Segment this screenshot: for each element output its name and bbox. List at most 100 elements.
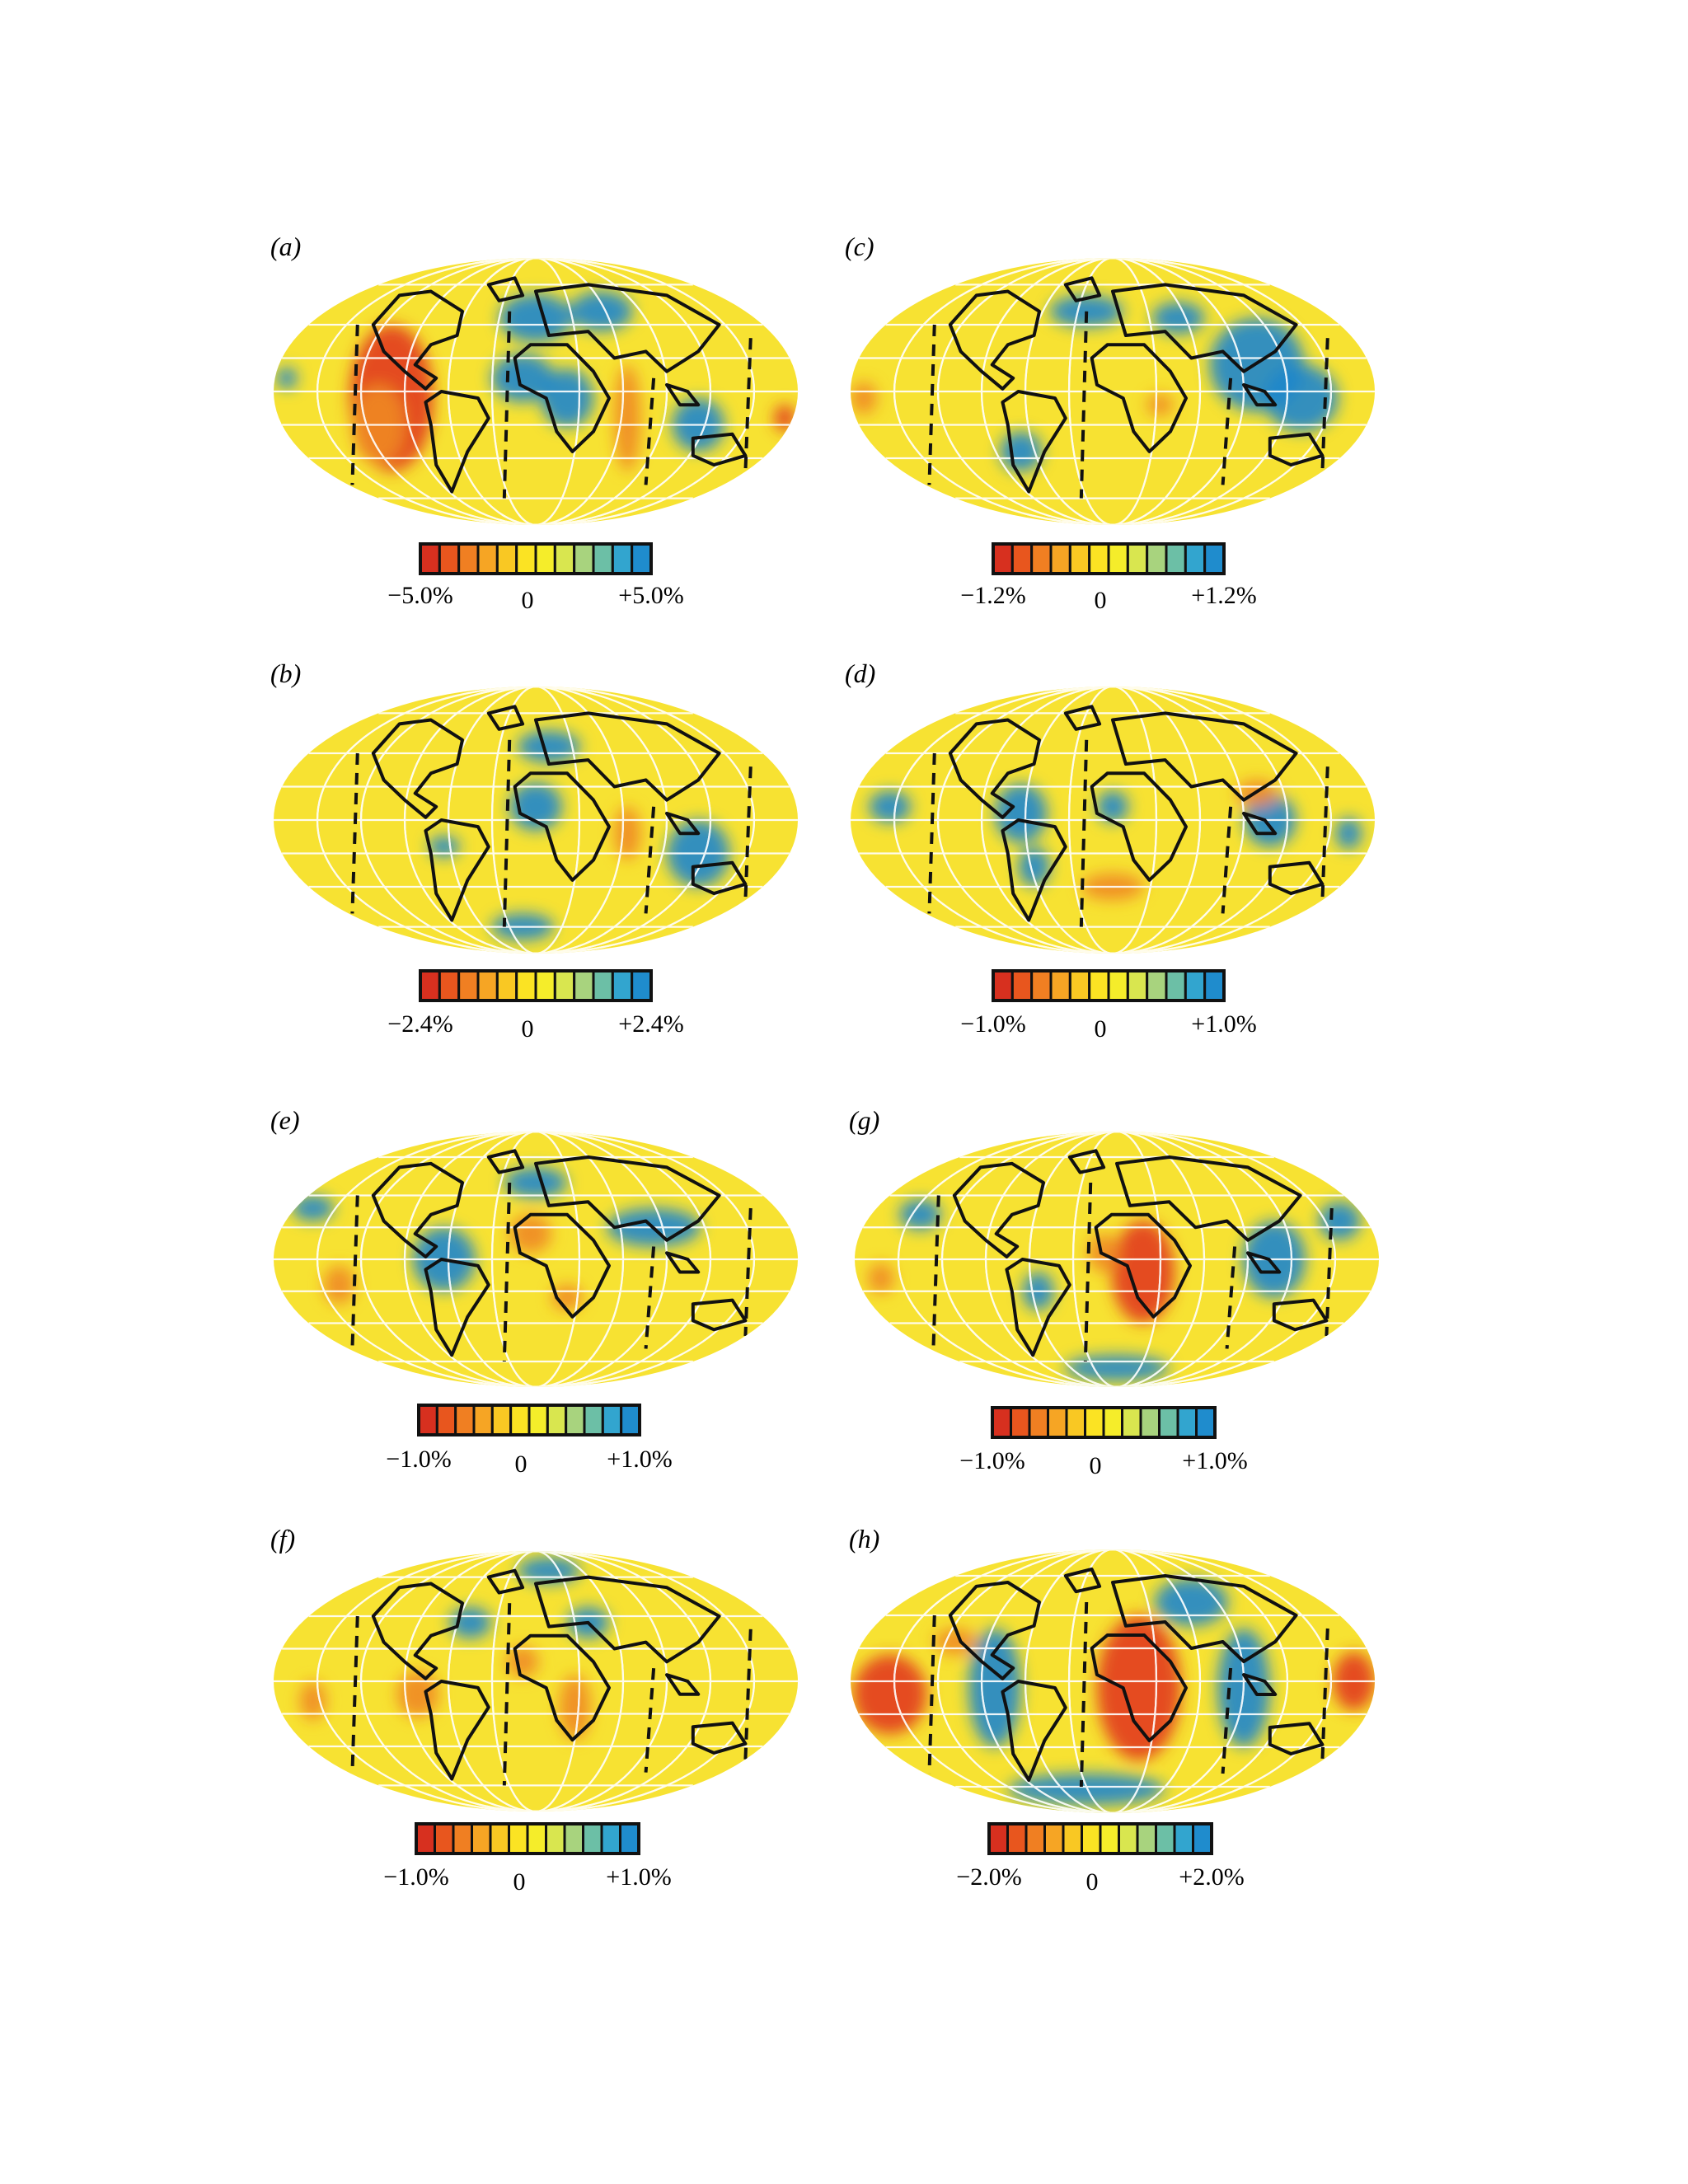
- anomaly-region: [276, 367, 298, 389]
- colorbar-min-label: −5.0%: [387, 582, 452, 609]
- anomaly-region: [853, 1655, 927, 1734]
- colorbar-min-label: −2.0%: [956, 1863, 1021, 1891]
- colorbar-swatch: [573, 542, 595, 575]
- colorbar-swatch: [1184, 969, 1207, 1002]
- colorbar-swatch: [534, 969, 556, 1002]
- colorbar: −2.0% 0 +2.0%: [956, 1822, 1245, 1896]
- colorbar-swatch: [1126, 542, 1149, 575]
- colorbar-zero-label: 0: [1090, 1452, 1102, 1479]
- colorbar-zero-label: 0: [1095, 587, 1107, 614]
- colorbar-swatch: [526, 1822, 547, 1855]
- colorbar-swatch: [582, 1822, 603, 1855]
- anomaly-region: [1264, 364, 1339, 432]
- anomaly-region: [292, 1195, 335, 1221]
- anomaly-region: [499, 293, 573, 343]
- colorbar-swatch: [1195, 1406, 1217, 1439]
- colorbar-min-label: −1.2%: [960, 582, 1025, 609]
- map-panel: (c) −1.2% 0 +1.2%: [845, 232, 1375, 614]
- colorbar-swatch: [452, 1822, 473, 1855]
- colorbar-swatch: [565, 1404, 586, 1436]
- colorbar-max-label: +1.2%: [1191, 582, 1256, 609]
- anomaly-region: [774, 405, 795, 432]
- coastlines: [371, 1149, 748, 1357]
- colorbar-swatch: [592, 969, 614, 1002]
- colorbar-swatch: [1006, 1822, 1028, 1855]
- anomaly-region: [899, 1199, 941, 1230]
- mollweide-map: [274, 1551, 798, 1811]
- mollweide-map: [274, 687, 798, 954]
- colorbar-swatch: [1203, 542, 1226, 575]
- colorbar-swatch: [1155, 1822, 1176, 1855]
- map-panel: (f) −1.0% 0 +1.0%: [270, 1524, 798, 1896]
- coastlines: [371, 705, 748, 922]
- colorbar: −1.0% 0 +1.0%: [959, 1406, 1248, 1479]
- map-panel: (e) −1.0% 0 +1.0%: [270, 1105, 798, 1478]
- colorbar-swatch: [1102, 1406, 1123, 1439]
- colorbar-zero-label: 0: [522, 587, 534, 614]
- colorbar-swatch: [611, 542, 634, 575]
- graticule: [855, 1132, 1379, 1387]
- mollweide-map: [855, 1132, 1379, 1387]
- colorbar-swatch: [1165, 969, 1187, 1002]
- anomaly-region: [1151, 302, 1205, 335]
- colorbar-swatch: [489, 1822, 510, 1855]
- colorbar-zero-label: 0: [515, 1451, 528, 1478]
- colorbar-min-label: −1.0%: [960, 1010, 1025, 1038]
- colorbar-swatch: [1030, 542, 1053, 575]
- colorbar-max-label: +2.4%: [618, 1010, 683, 1038]
- colorbar-swatch: [1165, 542, 1187, 575]
- colorbar-swatch: [534, 542, 556, 575]
- plate-boundaries: [927, 311, 1329, 499]
- plate-boundaries: [350, 1182, 753, 1362]
- coastlines: [948, 705, 1325, 922]
- colorbar-swatch: [417, 1404, 438, 1436]
- colorbar-swatch: [573, 969, 595, 1002]
- colorbar-swatch: [619, 1822, 640, 1855]
- anomaly-region: [323, 1265, 355, 1305]
- colorbar: −1.0% 0 +1.0%: [386, 1404, 673, 1478]
- panel-label: (c): [845, 232, 874, 261]
- colorbar-zero-label: 0: [1095, 1015, 1107, 1043]
- colorbar-swatch: [515, 969, 537, 1002]
- anomaly-region: [299, 1681, 326, 1721]
- colorbar-swatch: [1088, 969, 1110, 1002]
- mollweide-map: [274, 258, 798, 525]
- colorbar-swatch: [592, 542, 614, 575]
- colorbar-zero-label: 0: [522, 1015, 534, 1043]
- colorbar-swatch: [434, 1822, 455, 1855]
- colorbar-swatch: [1068, 969, 1091, 1002]
- colorbar-swatch: [1025, 1822, 1046, 1855]
- colorbar-swatch: [471, 1822, 492, 1855]
- colorbar-swatch: [583, 1404, 604, 1436]
- colorbar: −1.2% 0 +1.2%: [960, 542, 1257, 614]
- colorbar-max-label: +5.0%: [618, 582, 683, 609]
- colorbar-swatch: [495, 542, 518, 575]
- colorbar-swatch: [457, 969, 480, 1002]
- colorbar-swatch: [1192, 1822, 1213, 1855]
- colorbar-swatch: [1049, 542, 1071, 575]
- colorbar-swatch: [1028, 1406, 1049, 1439]
- colorbar-swatch: [515, 542, 537, 575]
- coastlines: [948, 1568, 1325, 1782]
- graticule: [851, 1549, 1375, 1813]
- anomaly-region: [1018, 846, 1050, 887]
- colorbar-swatch: [1065, 1406, 1086, 1439]
- colorbar-swatch: [1047, 1406, 1068, 1439]
- colorbar-swatch: [546, 1404, 568, 1436]
- colorbar: −1.0% 0 +1.0%: [383, 1822, 672, 1896]
- colorbar-swatch: [472, 1404, 494, 1436]
- panel-label: (f): [270, 1524, 295, 1554]
- colorbar-swatch: [553, 969, 576, 1002]
- colorbar-swatch: [1010, 542, 1034, 575]
- colorbar-swatch: [1043, 1822, 1065, 1855]
- plate-boundaries: [927, 739, 1329, 927]
- colorbar-swatch: [601, 1404, 623, 1436]
- colorbar-swatch: [1107, 542, 1129, 575]
- anomaly-region: [1154, 1578, 1228, 1626]
- colorbar-swatch: [620, 1404, 641, 1436]
- colorbar-swatch: [563, 1822, 584, 1855]
- mollweide-map: [851, 687, 1375, 954]
- colorbar-swatch: [509, 1404, 531, 1436]
- coastlines: [371, 276, 748, 494]
- colorbar-swatch: [1176, 1406, 1198, 1439]
